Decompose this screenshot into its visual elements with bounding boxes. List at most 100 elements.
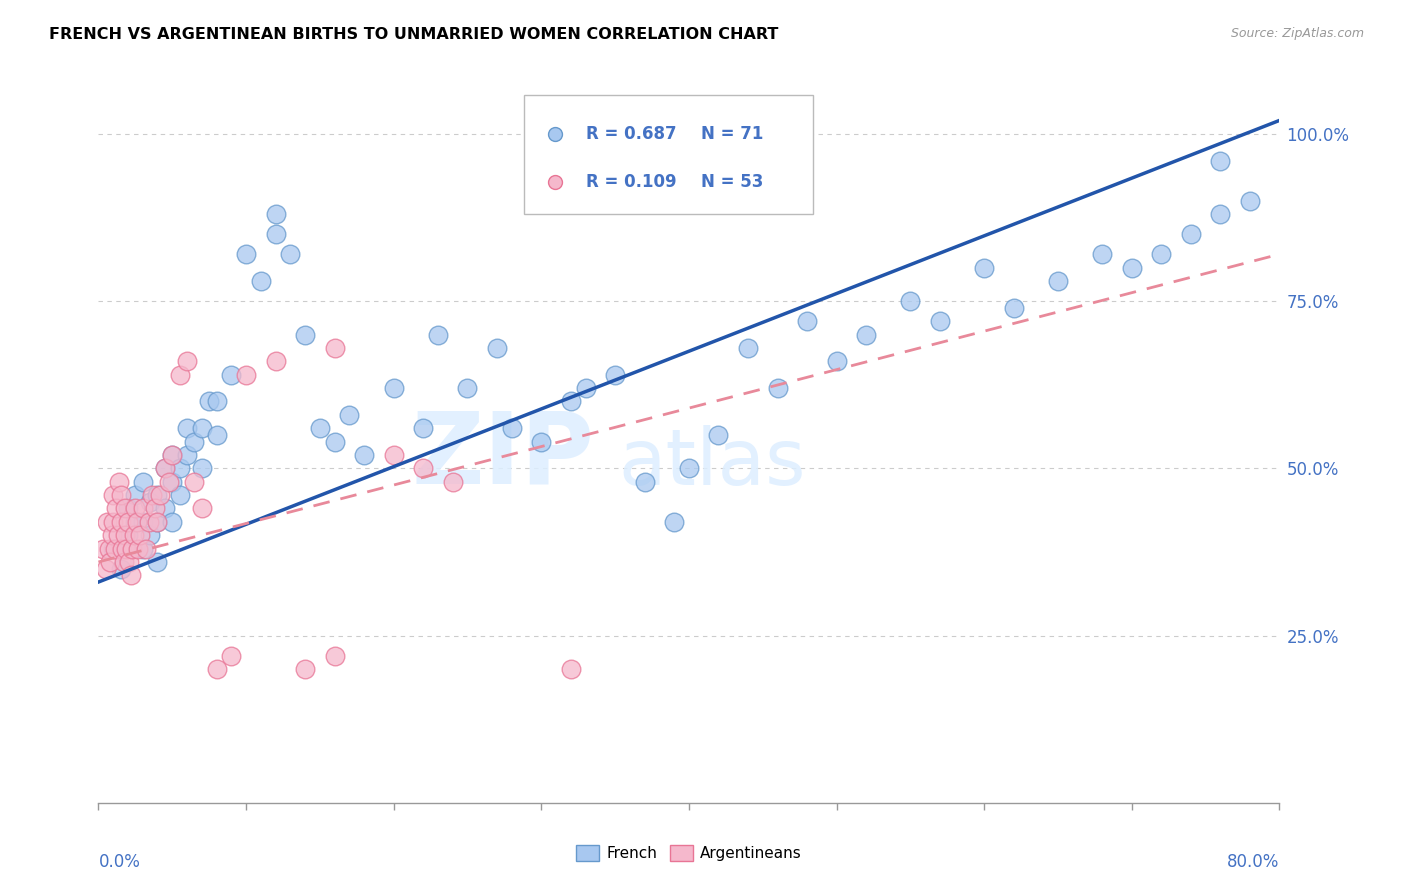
Point — [1150, 247, 1173, 261]
Point — [634, 475, 657, 489]
Text: Source: ZipAtlas.com: Source: ZipAtlas.com — [1230, 27, 1364, 40]
Point — [127, 541, 149, 556]
Point — [125, 515, 148, 529]
Point — [176, 448, 198, 462]
Point — [112, 555, 135, 569]
Point — [169, 461, 191, 475]
Point — [169, 368, 191, 382]
Point — [105, 501, 128, 516]
Point — [176, 354, 198, 368]
Point — [1209, 207, 1232, 221]
Point — [115, 541, 138, 556]
Point — [737, 341, 759, 355]
Text: 80.0%: 80.0% — [1227, 854, 1279, 871]
Point — [103, 488, 125, 502]
Point — [250, 274, 273, 288]
Point — [264, 227, 287, 242]
Point — [146, 515, 169, 529]
Point — [104, 541, 127, 556]
Point — [141, 488, 163, 502]
Text: FRENCH VS ARGENTINEAN BIRTHS TO UNMARRIED WOMEN CORRELATION CHART: FRENCH VS ARGENTINEAN BIRTHS TO UNMARRIE… — [49, 27, 779, 42]
Point — [1002, 301, 1025, 315]
Point — [103, 515, 125, 529]
Point — [929, 314, 952, 328]
Point — [294, 327, 316, 342]
Point — [169, 488, 191, 502]
Point — [110, 515, 132, 529]
Point — [221, 648, 243, 663]
Point — [766, 381, 789, 395]
Point — [139, 528, 162, 542]
Point — [91, 541, 114, 556]
Point — [122, 528, 145, 542]
Point — [1091, 247, 1114, 261]
Point — [118, 555, 141, 569]
Point — [205, 394, 228, 409]
Point — [139, 494, 162, 508]
Point — [103, 541, 125, 556]
Point — [153, 461, 176, 475]
Point — [143, 501, 166, 516]
Point — [149, 488, 172, 502]
Point — [501, 421, 523, 435]
Point — [117, 501, 139, 516]
Point — [191, 421, 214, 435]
Point — [339, 408, 361, 422]
Point — [146, 488, 169, 502]
Text: atlas: atlas — [619, 425, 806, 501]
Point — [107, 528, 129, 542]
Point — [153, 501, 176, 516]
Point — [825, 354, 848, 368]
Point — [1180, 227, 1202, 242]
Point — [457, 381, 479, 395]
Point — [121, 541, 143, 556]
Point — [205, 662, 228, 676]
Point — [205, 427, 228, 442]
Point — [146, 555, 169, 569]
Point — [120, 568, 142, 582]
Point — [117, 515, 139, 529]
Point — [323, 341, 346, 355]
Point — [162, 448, 183, 462]
Point — [117, 528, 139, 542]
Point — [198, 394, 221, 409]
Point — [353, 448, 375, 462]
Point — [114, 528, 136, 542]
Point — [323, 434, 346, 449]
Point — [110, 488, 132, 502]
Point — [264, 207, 287, 221]
Point — [855, 327, 877, 342]
Point — [560, 394, 582, 409]
Text: N = 53: N = 53 — [700, 173, 763, 192]
Point — [796, 314, 818, 328]
Point — [100, 528, 122, 542]
Point — [124, 488, 146, 502]
Text: R = 0.687: R = 0.687 — [586, 125, 676, 144]
Point — [235, 247, 257, 261]
Point — [530, 434, 553, 449]
Point — [132, 475, 155, 489]
Point — [162, 515, 183, 529]
Point — [124, 515, 146, 529]
Point — [382, 448, 405, 462]
Point — [678, 461, 700, 475]
Point — [1121, 260, 1143, 275]
Point — [1209, 153, 1232, 168]
Point — [135, 541, 157, 556]
Text: ZIP: ZIP — [412, 408, 595, 505]
Text: N = 71: N = 71 — [700, 125, 763, 144]
Point — [264, 354, 287, 368]
Point — [658, 221, 681, 235]
Point — [309, 421, 332, 435]
Point — [427, 327, 450, 342]
Point — [412, 461, 434, 475]
Point — [973, 260, 995, 275]
Point — [128, 528, 150, 542]
Point — [221, 368, 243, 382]
Point — [108, 475, 131, 489]
Point — [1239, 194, 1261, 208]
Legend: French, Argentineans: French, Argentineans — [569, 839, 808, 867]
Point — [176, 421, 198, 435]
Point — [191, 501, 214, 516]
Point — [707, 427, 730, 442]
